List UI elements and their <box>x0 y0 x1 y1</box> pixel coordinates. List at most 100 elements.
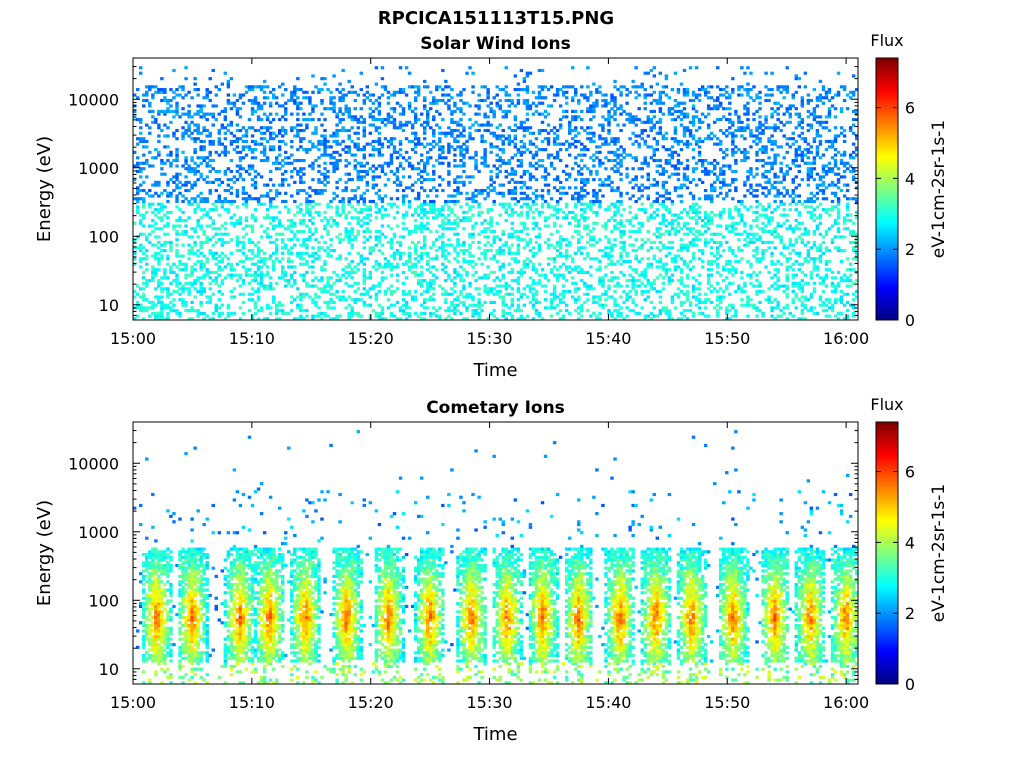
heatmap-cell <box>441 156 445 160</box>
heatmap-cell <box>157 202 161 206</box>
heatmap-cell <box>558 126 563 130</box>
heatmap-cell <box>314 257 318 261</box>
heatmap-cell <box>268 235 273 239</box>
heatmap-cell <box>622 300 626 305</box>
heatmap-cell <box>552 284 557 288</box>
heatmap-cell <box>235 262 240 266</box>
heatmap-cell <box>438 284 442 288</box>
heatmap-cell <box>658 265 663 269</box>
heatmap-cell <box>190 167 194 171</box>
heatmap-cell <box>552 295 557 299</box>
heatmap-cell <box>471 309 475 313</box>
heatmap-cell <box>196 112 200 116</box>
heatmap-cell <box>193 161 197 165</box>
heatmap-cell <box>320 268 324 272</box>
heatmap-cell <box>365 96 370 100</box>
heatmap-cell <box>459 123 463 127</box>
heatmap-cell <box>332 96 336 100</box>
heatmap-cell <box>483 161 487 165</box>
heatmap-cell <box>516 249 521 253</box>
heatmap-cell <box>178 216 182 220</box>
heatmap-cell <box>238 273 243 277</box>
heatmap-cell <box>151 120 155 124</box>
heatmap-cell <box>574 191 578 195</box>
heatmap-cell <box>507 134 511 138</box>
heatmap-cell <box>259 175 264 179</box>
heatmap-cell <box>580 268 584 272</box>
heatmap-cell <box>220 180 225 184</box>
heatmap-cell <box>628 120 632 124</box>
heatmap-cell <box>444 243 448 247</box>
heatmap-cell <box>359 259 363 264</box>
heatmap-cell <box>413 167 418 171</box>
heatmap-cell <box>486 93 490 97</box>
heatmap-cell <box>271 118 276 122</box>
heatmap-cell <box>655 197 660 201</box>
heatmap-cell <box>625 93 629 97</box>
heatmap-cell <box>595 172 599 176</box>
heatmap-cell <box>181 303 185 307</box>
heatmap-cell <box>386 202 391 206</box>
heatmap-cell <box>281 139 285 144</box>
heatmap-cell <box>241 281 246 285</box>
heatmap-cell <box>229 311 234 315</box>
heatmap-cell <box>625 219 629 223</box>
heatmap-cell <box>359 120 363 124</box>
heatmap-cell <box>423 161 427 165</box>
heatmap-cell <box>407 139 412 144</box>
heatmap-cell <box>311 178 315 182</box>
heatmap-cell <box>522 134 527 138</box>
heatmap-cell <box>435 101 439 105</box>
heatmap-cell <box>613 112 617 116</box>
heatmap-cell <box>571 85 575 89</box>
heatmap-cell <box>622 123 626 127</box>
heatmap-cell <box>247 85 252 89</box>
heatmap-cell <box>305 205 309 209</box>
heatmap-cell <box>362 128 366 133</box>
heatmap-cell <box>202 96 206 100</box>
heatmap-cell <box>190 300 194 305</box>
heatmap-cell <box>673 98 678 103</box>
heatmap-cell <box>492 131 496 135</box>
heatmap-cell <box>214 178 218 182</box>
heatmap-cell <box>238 96 243 100</box>
heatmap-cell <box>510 189 515 193</box>
heatmap-cell <box>208 164 212 168</box>
heatmap-cell <box>154 180 158 184</box>
heatmap-cell <box>634 216 638 220</box>
heatmap-cell <box>410 164 415 168</box>
heatmap-cell <box>664 137 669 141</box>
heatmap-cell <box>416 178 421 182</box>
heatmap-cell <box>522 265 527 269</box>
heatmap-cell <box>290 229 294 234</box>
heatmap-cell <box>423 178 427 182</box>
heatmap-cell <box>537 311 542 315</box>
heatmap-cell <box>564 139 569 144</box>
heatmap-cell <box>546 156 551 160</box>
heatmap-cell <box>241 235 246 239</box>
heatmap-cell <box>459 300 463 305</box>
heatmap-cell <box>574 109 578 113</box>
heatmap-cell <box>380 145 385 149</box>
heatmap-cell <box>519 292 524 296</box>
heatmap-cell <box>172 298 176 302</box>
heatmap-cell <box>157 126 161 130</box>
heatmap-cell <box>474 287 478 291</box>
heatmap-cell <box>531 295 536 299</box>
heatmap-cell <box>274 281 279 285</box>
heatmap-cell <box>558 186 563 190</box>
heatmap-cell <box>586 180 590 184</box>
heatmap-cell <box>501 276 505 280</box>
heatmap-cell <box>335 213 339 217</box>
heatmap-cell <box>426 216 430 220</box>
heatmap-cell <box>495 134 499 138</box>
heatmap-cell <box>374 118 379 122</box>
heatmap-cell <box>652 210 656 214</box>
heatmap-cell <box>480 229 484 234</box>
heatmap-cell <box>586 98 590 103</box>
heatmap-cell <box>447 145 451 149</box>
heatmap-cell <box>347 172 351 176</box>
heatmap-cell <box>628 115 632 119</box>
heatmap-cell <box>447 227 451 231</box>
heatmap-cell <box>284 156 288 160</box>
